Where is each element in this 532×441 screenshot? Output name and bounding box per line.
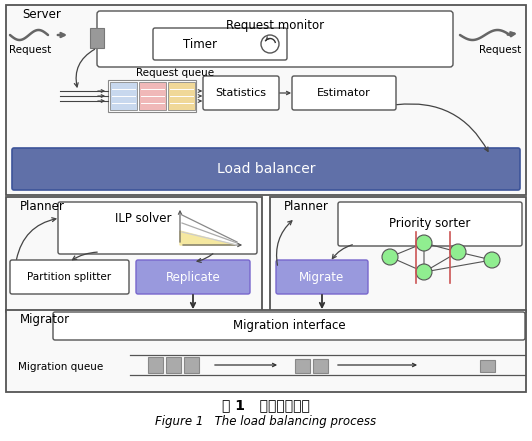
Bar xyxy=(148,357,163,373)
Circle shape xyxy=(484,252,500,268)
Text: Migrate: Migrate xyxy=(300,270,345,284)
Text: Load balancer: Load balancer xyxy=(217,162,315,176)
Text: Request queue: Request queue xyxy=(136,68,214,78)
Bar xyxy=(90,28,104,48)
FancyArrowPatch shape xyxy=(72,252,97,260)
FancyBboxPatch shape xyxy=(292,76,396,110)
Polygon shape xyxy=(180,231,235,245)
FancyArrowPatch shape xyxy=(74,49,95,87)
Text: Partition splitter: Partition splitter xyxy=(27,272,111,282)
Text: Server: Server xyxy=(22,7,61,20)
Bar xyxy=(270,197,526,312)
Text: Planner: Planner xyxy=(284,199,329,213)
Text: Request: Request xyxy=(9,45,51,55)
FancyArrowPatch shape xyxy=(197,254,213,262)
Bar xyxy=(6,197,262,312)
Bar xyxy=(139,82,166,110)
Bar xyxy=(168,82,195,110)
FancyArrowPatch shape xyxy=(16,218,56,259)
FancyArrowPatch shape xyxy=(461,253,488,260)
Circle shape xyxy=(261,35,279,53)
FancyBboxPatch shape xyxy=(12,148,520,190)
Bar xyxy=(6,310,526,392)
Text: ILP solver: ILP solver xyxy=(115,212,171,224)
Circle shape xyxy=(450,244,466,260)
FancyBboxPatch shape xyxy=(153,28,287,60)
FancyBboxPatch shape xyxy=(203,76,279,110)
FancyArrowPatch shape xyxy=(393,244,420,256)
FancyArrowPatch shape xyxy=(332,245,352,258)
Bar xyxy=(295,359,310,373)
FancyBboxPatch shape xyxy=(338,202,522,246)
FancyBboxPatch shape xyxy=(10,260,129,294)
Text: Migrator: Migrator xyxy=(20,314,70,326)
Text: Priority sorter: Priority sorter xyxy=(389,217,471,231)
FancyArrowPatch shape xyxy=(422,246,426,268)
Bar xyxy=(110,82,137,110)
Text: Estimator: Estimator xyxy=(317,88,371,98)
FancyArrowPatch shape xyxy=(397,104,488,151)
Bar xyxy=(480,360,495,372)
Circle shape xyxy=(382,249,398,265)
FancyBboxPatch shape xyxy=(53,312,525,340)
Text: Replicate: Replicate xyxy=(165,270,220,284)
Bar xyxy=(313,359,328,373)
Text: Timer: Timer xyxy=(183,37,217,51)
FancyBboxPatch shape xyxy=(58,202,257,254)
Bar xyxy=(108,80,196,112)
Text: Migration queue: Migration queue xyxy=(18,362,103,372)
FancyArrowPatch shape xyxy=(427,260,488,272)
Text: Migration interface: Migration interface xyxy=(232,319,345,333)
FancyArrowPatch shape xyxy=(427,244,454,252)
Bar xyxy=(6,5,526,195)
Bar xyxy=(166,357,181,373)
Circle shape xyxy=(416,235,432,251)
Text: Statistics: Statistics xyxy=(215,88,267,98)
Bar xyxy=(184,357,199,373)
Text: 图 1   负载均衡过程: 图 1 负载均衡过程 xyxy=(222,398,310,412)
Circle shape xyxy=(416,264,432,280)
FancyArrowPatch shape xyxy=(277,221,292,265)
FancyBboxPatch shape xyxy=(97,11,453,67)
FancyArrowPatch shape xyxy=(428,254,455,270)
FancyBboxPatch shape xyxy=(276,260,368,294)
Text: Request: Request xyxy=(479,45,521,55)
FancyArrowPatch shape xyxy=(393,258,420,271)
Text: Request monitor: Request monitor xyxy=(226,19,324,33)
FancyBboxPatch shape xyxy=(136,260,250,294)
Text: Figure 1   The load balancing process: Figure 1 The load balancing process xyxy=(155,415,377,429)
Text: Planner: Planner xyxy=(20,199,65,213)
